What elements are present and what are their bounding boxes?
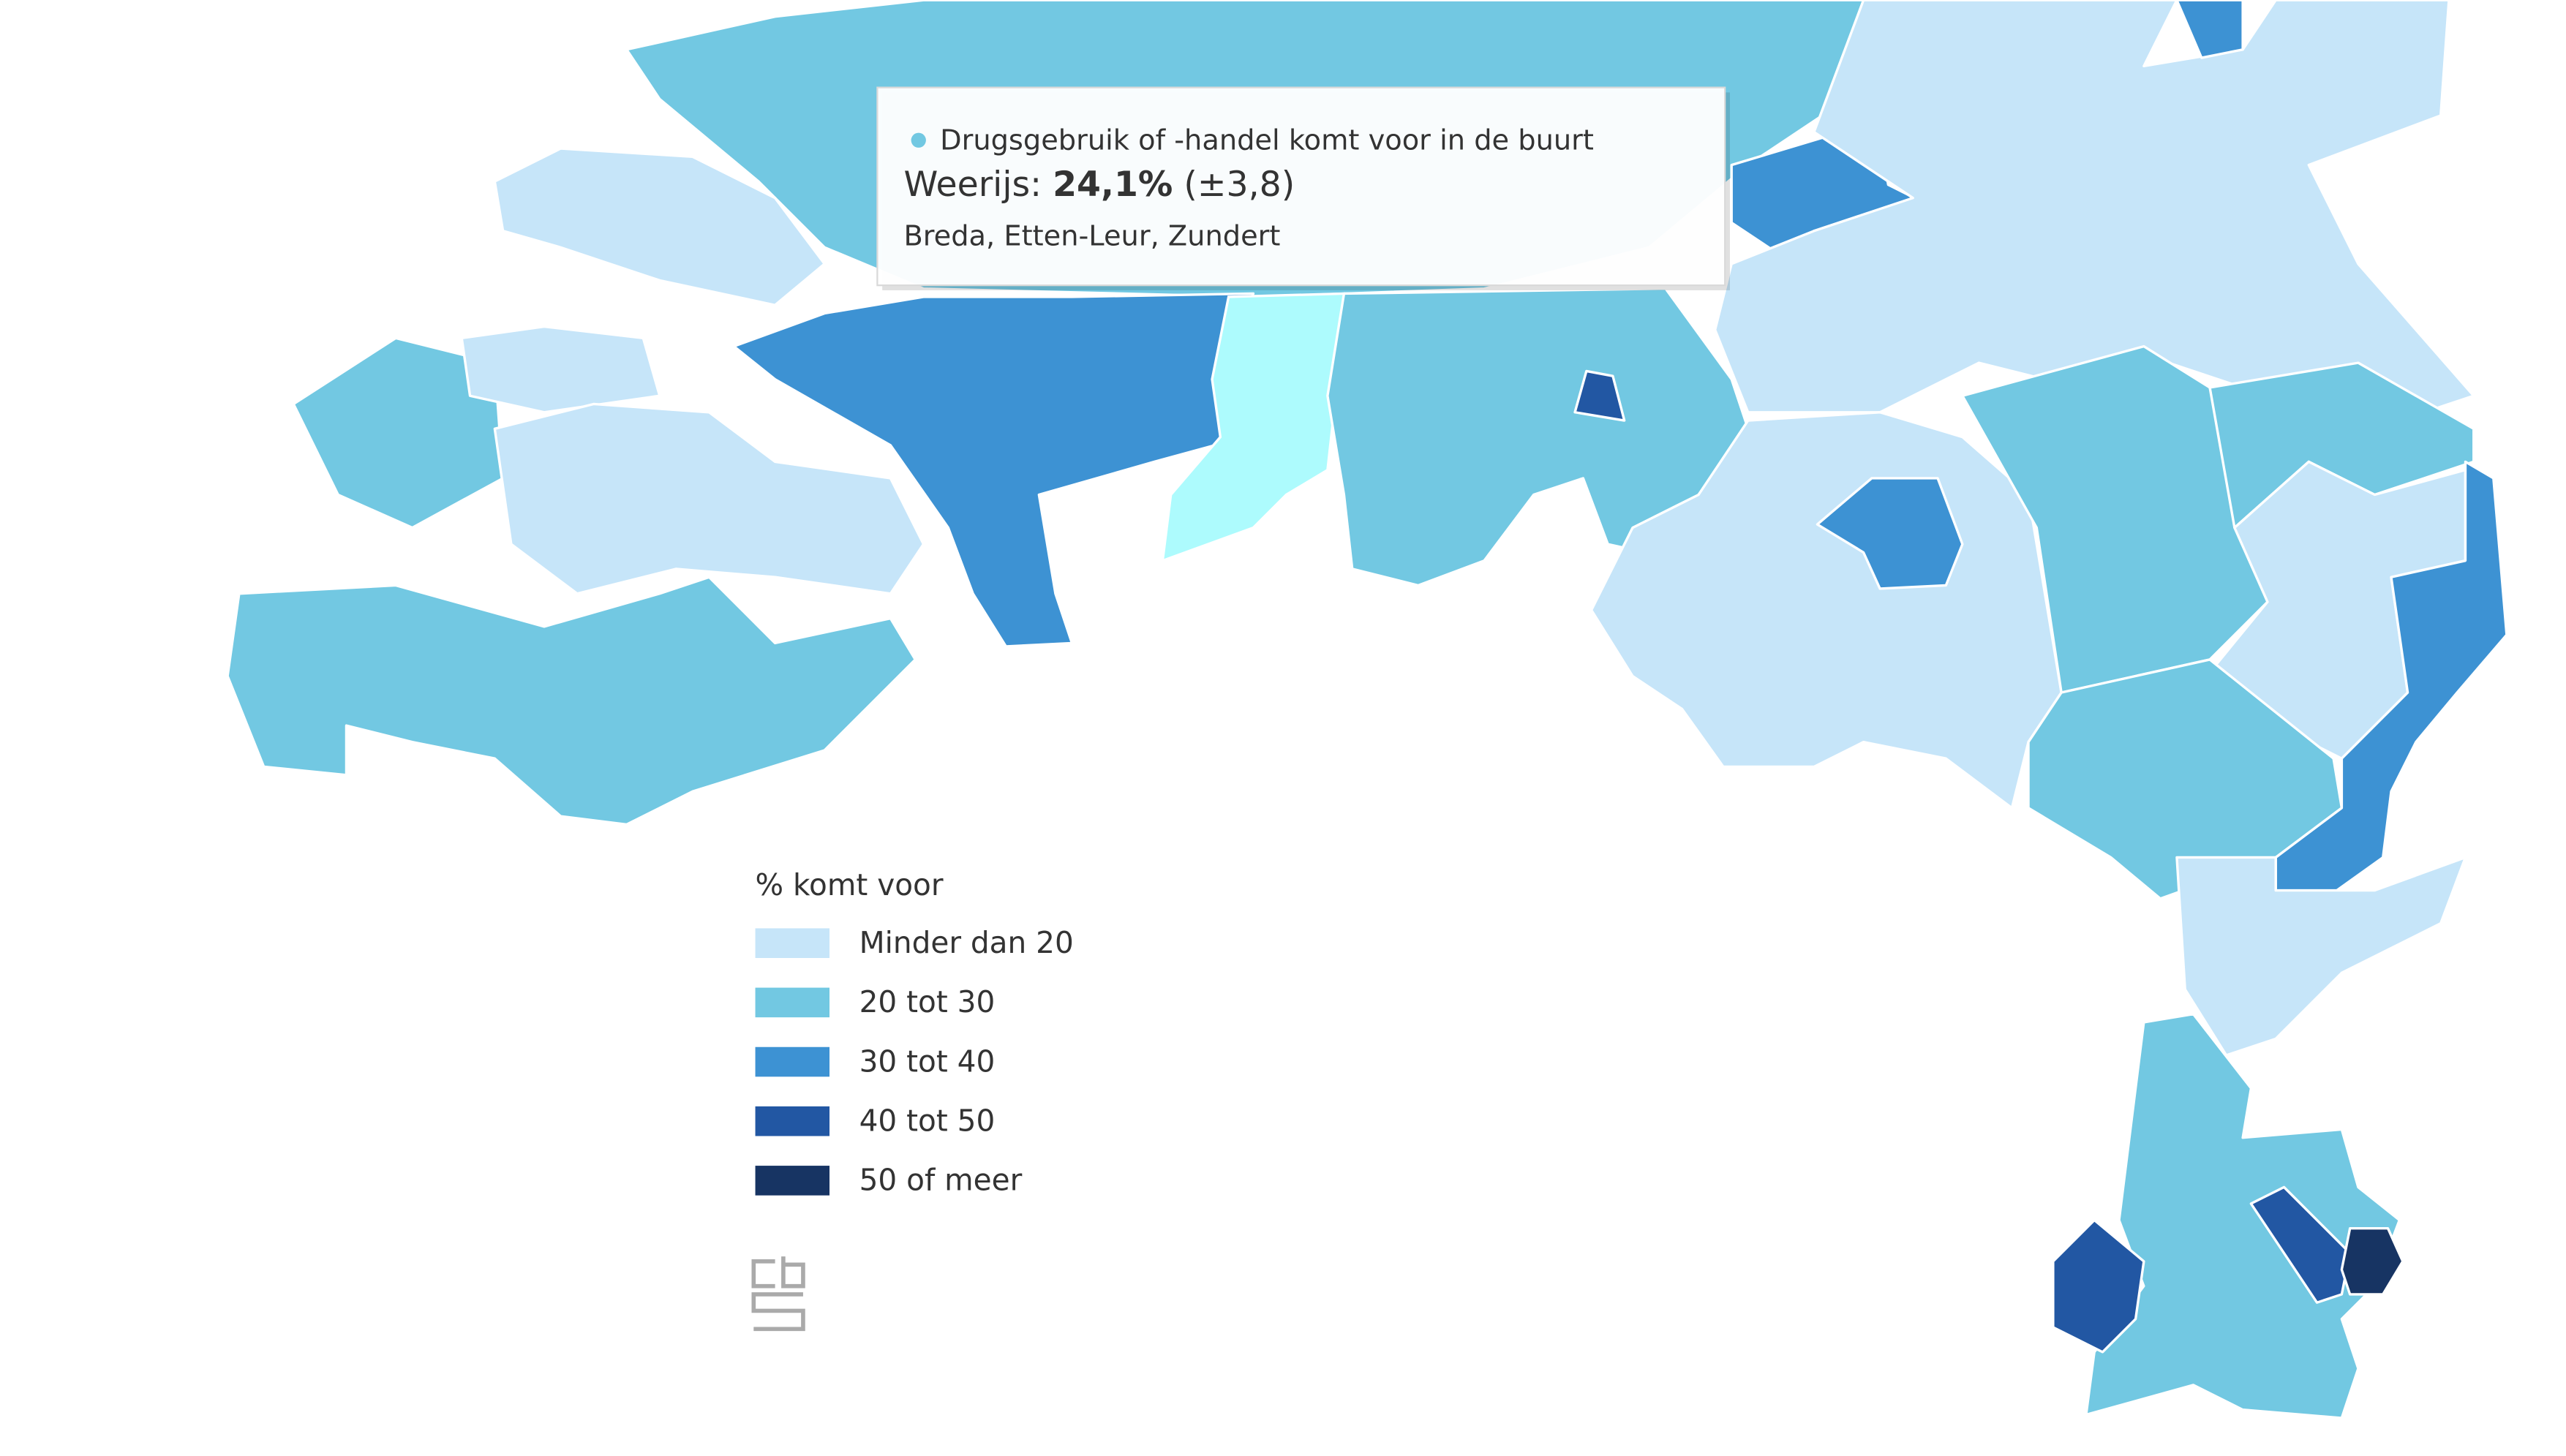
- legend-swatch: [755, 1106, 830, 1136]
- legend-swatch: [755, 1166, 830, 1196]
- region[interactable]: [2052, 1218, 2145, 1354]
- tooltip-box: [876, 86, 1726, 287]
- tooltip: Drugsgebruik of -handel komt voor in de …: [876, 86, 1730, 290]
- region[interactable]: [2175, 856, 2467, 1057]
- legend-label: 50 of meer: [859, 1163, 1023, 1198]
- region[interactable]: [493, 147, 826, 306]
- region[interactable]: [732, 292, 1255, 648]
- cbs-logo: [751, 1256, 805, 1332]
- legend-label: 20 tot 30: [859, 984, 996, 1019]
- region[interactable]: [2085, 1012, 2401, 1419]
- legend-label: 40 tot 50: [859, 1103, 996, 1138]
- tooltip-margin: (±3,8): [1184, 165, 1295, 205]
- legend-swatch: [755, 987, 830, 1018]
- region[interactable]: [2340, 1227, 2404, 1296]
- region[interactable]: [1816, 477, 1964, 590]
- region[interactable]: [1961, 344, 2269, 694]
- tooltip-value-line: Weerijs: 24,1% (±3,8): [903, 165, 1295, 205]
- regions: [226, 0, 2508, 1419]
- legend-swatch: [755, 1046, 830, 1077]
- region[interactable]: [1573, 369, 1626, 422]
- tooltip-location: Breda, Etten-Leur, Zundert: [903, 219, 1280, 252]
- region[interactable]: [1326, 287, 1750, 587]
- region[interactable]: [493, 402, 925, 595]
- tooltip-series: Drugsgebruik of -handel komt voor in de …: [940, 124, 1594, 157]
- tooltip-value: 24,1%: [1053, 165, 1173, 205]
- legend-title: % komt voor: [756, 867, 944, 902]
- legend-label: 30 tot 40: [859, 1044, 996, 1079]
- region[interactable]: [460, 325, 661, 414]
- region[interactable]: [2175, 0, 2244, 59]
- legend: % komt voor Minder dan 20 20 tot 30 30 tot…: [755, 867, 1074, 1198]
- legend-swatch: [755, 928, 830, 959]
- tooltip-region: Weerijs:: [903, 165, 1042, 205]
- tooltip-dot: [911, 132, 926, 148]
- region[interactable]: [226, 576, 917, 826]
- legend-label: Minder dan 20: [859, 925, 1074, 960]
